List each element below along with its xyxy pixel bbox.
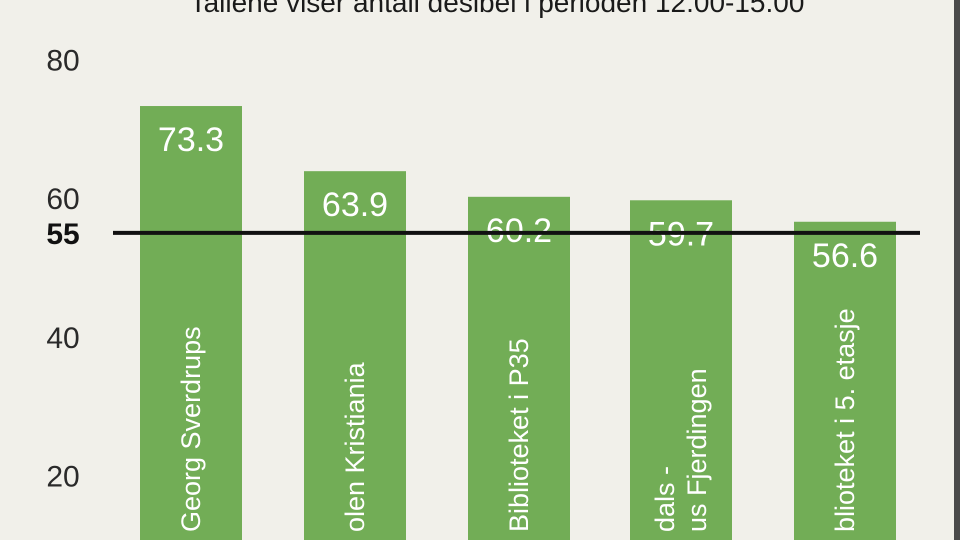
reference-tick-label: 55	[46, 218, 79, 251]
y-axis: 80 60 40 20 55	[46, 45, 79, 494]
bar	[468, 196, 570, 540]
bar	[794, 221, 896, 540]
category-label: Georg Sverdrups	[176, 326, 206, 532]
y-tick-label: 80	[46, 45, 79, 78]
category-label: dals -	[650, 466, 680, 532]
bars-group: 73.3 Georg Sverdrups 63.9 olen Kristiania 60…	[140, 106, 896, 540]
bar-value-label: 73.3	[158, 121, 224, 159]
y-tick-label: 40	[46, 322, 79, 355]
y-tick-label: 60	[46, 183, 79, 216]
bar	[140, 106, 242, 540]
bar-value-label: 63.9	[322, 186, 388, 224]
bar-value-label: 60.2	[486, 212, 552, 250]
chart-title: Tallene viser antall desibel i perioden …	[190, 0, 805, 18]
y-tick-label: 20	[46, 460, 79, 493]
category-label: us Fjerdingen	[682, 368, 712, 532]
bar	[630, 200, 732, 540]
bar-value-label: 56.6	[812, 237, 878, 275]
category-label: olen Kristiania	[340, 361, 370, 532]
category-label: blioteket i 5. etasje	[830, 308, 860, 532]
category-label: Biblioteket i P35	[504, 338, 534, 532]
